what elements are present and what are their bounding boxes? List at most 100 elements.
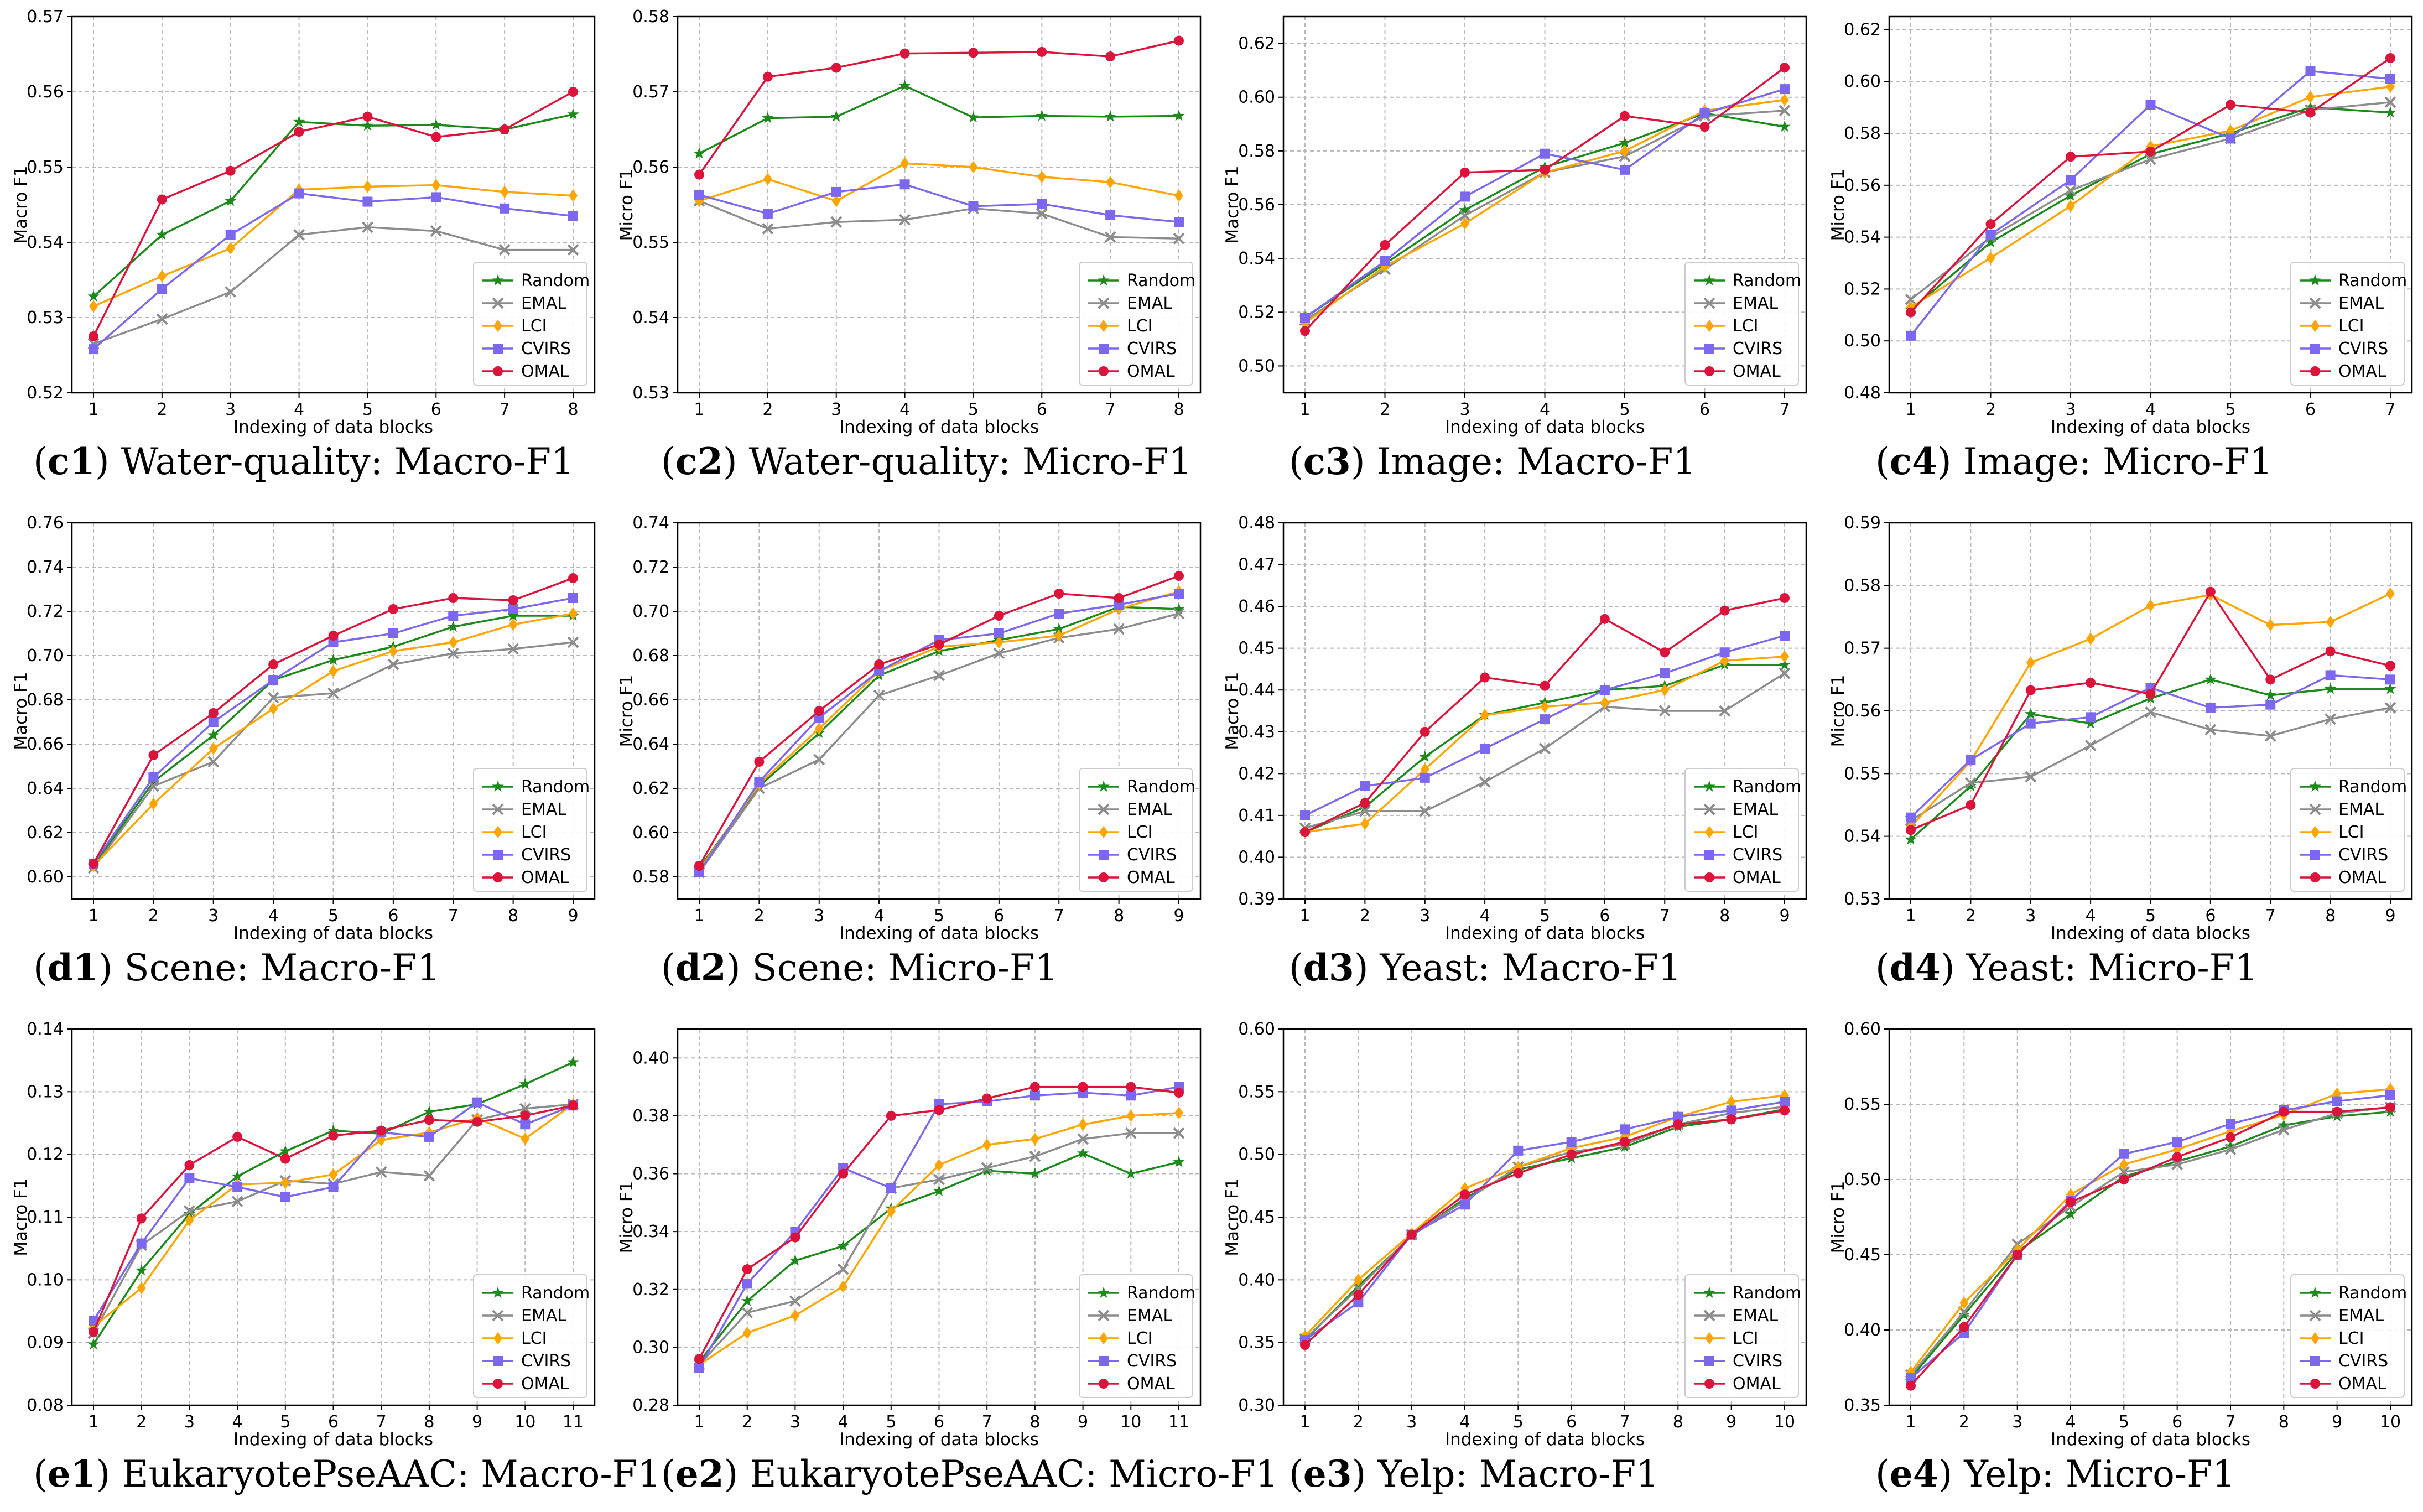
x-tick-label: 6 xyxy=(388,906,398,926)
data-point-cvirs xyxy=(1726,1105,1736,1116)
legend-marker-emal xyxy=(1098,803,1110,815)
data-point-omal xyxy=(89,1327,99,1337)
data-point-random xyxy=(1779,120,1791,132)
legend-label-lci: LCI xyxy=(1127,316,1153,336)
y-tick-label: 0.36 xyxy=(632,1165,669,1184)
legend-marker-cvirs xyxy=(1099,850,1109,860)
series-line-lci xyxy=(93,184,574,308)
data-point-emal xyxy=(498,244,511,256)
data-point-random xyxy=(2224,1140,2237,1152)
data-point-lci xyxy=(900,157,909,170)
data-point-emal xyxy=(2171,1158,2183,1171)
y-tick-label: 0.62 xyxy=(27,823,64,843)
series-group xyxy=(1299,1089,1791,1350)
data-point-omal xyxy=(899,48,910,59)
data-point-omal xyxy=(982,1093,992,1104)
x-tick-label: 1 xyxy=(1905,1412,1916,1432)
data-point-omal xyxy=(328,1130,339,1141)
series-line-cvirs xyxy=(1910,1094,2391,1379)
legend-label-random: Random xyxy=(1733,1284,1801,1303)
x-axis-label: Indexing of data blocks xyxy=(2051,417,2250,437)
data-point-emal xyxy=(813,754,825,766)
data-point-emal xyxy=(830,216,843,228)
data-point-omal xyxy=(831,63,841,73)
data-point-cvirs xyxy=(694,1363,705,1373)
data-point-random xyxy=(789,1254,802,1266)
legend-marker-random xyxy=(1098,780,1110,792)
legend-marker-omal xyxy=(2310,872,2320,882)
chart-panel-c2: 0.53 0.54 0.55 0.56 0.57 0.58 1 2 3 4 5 6 7 8 Indexing… xyxy=(606,0,1212,498)
x-tick-label: 9 xyxy=(1779,906,1790,926)
data-point-random xyxy=(327,653,340,666)
data-point-cvirs xyxy=(694,190,705,200)
series-line-cvirs xyxy=(699,183,1179,224)
data-point-cvirs xyxy=(1719,647,1730,658)
data-point-omal xyxy=(328,631,339,641)
y-tick-label: 0.55 xyxy=(27,158,64,177)
y-axis-label: Macro F1 xyxy=(1223,672,1242,750)
data-point-cvirs xyxy=(1460,191,1470,202)
legend-label-cvirs: CVIRS xyxy=(521,1352,571,1371)
data-point-cvirs xyxy=(1619,1124,1630,1135)
x-tick-label: 4 xyxy=(838,1412,849,1432)
y-tick-label: 0.28 xyxy=(632,1396,669,1415)
legend-label-omal: OMAL xyxy=(1733,362,1781,381)
data-point-random xyxy=(1419,750,1431,762)
data-point-cvirs xyxy=(500,203,510,214)
x-tick-label: 6 xyxy=(1599,906,1610,926)
data-point-omal xyxy=(2145,146,2156,157)
legend-label-random: Random xyxy=(521,271,590,290)
data-point-cvirs xyxy=(1513,1145,1524,1156)
data-point-omal xyxy=(2012,1250,2022,1260)
series-markers-emal xyxy=(87,221,579,350)
data-point-emal xyxy=(1077,1133,1089,1145)
data-point-emal xyxy=(981,1162,993,1174)
series-markers-cvirs xyxy=(1300,84,1790,323)
data-point-random xyxy=(1173,110,1185,121)
data-point-emal xyxy=(1539,742,1551,755)
legend-label-omal: OMAL xyxy=(521,868,569,887)
x-tick-label: 5 xyxy=(1513,1412,1524,1432)
data-point-lci xyxy=(791,1309,800,1322)
caption-text: Water-quality: Macro-F1 xyxy=(109,440,575,483)
legend-label-emal: EMAL xyxy=(2338,1306,2384,1326)
y-tick-label: 0.57 xyxy=(1844,639,1881,658)
data-point-cvirs xyxy=(1673,1111,1683,1122)
data-point-omal xyxy=(934,640,944,650)
x-tick-label: 3 xyxy=(790,1412,800,1432)
data-point-omal xyxy=(762,71,773,82)
series-markers-omal xyxy=(694,571,1184,871)
data-point-cvirs xyxy=(508,604,518,614)
data-point-omal xyxy=(886,1110,896,1121)
legend: Random EMAL LCI CVIRS OMAL xyxy=(473,768,590,892)
data-point-cvirs xyxy=(1300,810,1311,820)
data-point-emal xyxy=(899,214,911,226)
x-tick-label: 9 xyxy=(2332,1412,2342,1432)
caption-text: Yelp: Macro-F1 xyxy=(1366,1453,1660,1495)
data-point-random xyxy=(2065,189,2077,201)
data-point-emal xyxy=(2145,706,2156,718)
legend-marker-random xyxy=(2309,1286,2321,1298)
data-point-cvirs xyxy=(2225,1119,2235,1129)
data-point-lci xyxy=(2066,200,2076,212)
data-point-omal xyxy=(968,48,979,58)
data-point-omal xyxy=(1300,1340,1311,1350)
data-point-random xyxy=(2384,106,2396,118)
data-point-cvirs xyxy=(899,179,910,190)
data-point-lci xyxy=(742,1326,752,1339)
chart-panel-c4: 0.48 0.50 0.52 0.54 0.56 0.58 0.60 0.62 1 2 3 4 5 6 7 I… xyxy=(1817,0,2423,498)
x-tick-label: 3 xyxy=(225,400,236,419)
legend-marker-cvirs xyxy=(493,850,503,860)
legend-label-emal: EMAL xyxy=(1127,294,1172,313)
data-point-cvirs xyxy=(994,628,1004,638)
data-point-cvirs xyxy=(1906,812,1916,823)
data-point-random xyxy=(2384,683,2396,694)
data-point-omal xyxy=(508,595,518,605)
data-point-omal xyxy=(2172,1152,2182,1162)
data-point-omal xyxy=(2225,1132,2235,1142)
data-point-cvirs xyxy=(2325,670,2336,680)
x-tick-label: 7 xyxy=(500,400,510,419)
data-point-random xyxy=(1619,137,1631,148)
legend-marker-emal xyxy=(1098,1310,1110,1322)
data-point-omal xyxy=(2086,678,2096,688)
